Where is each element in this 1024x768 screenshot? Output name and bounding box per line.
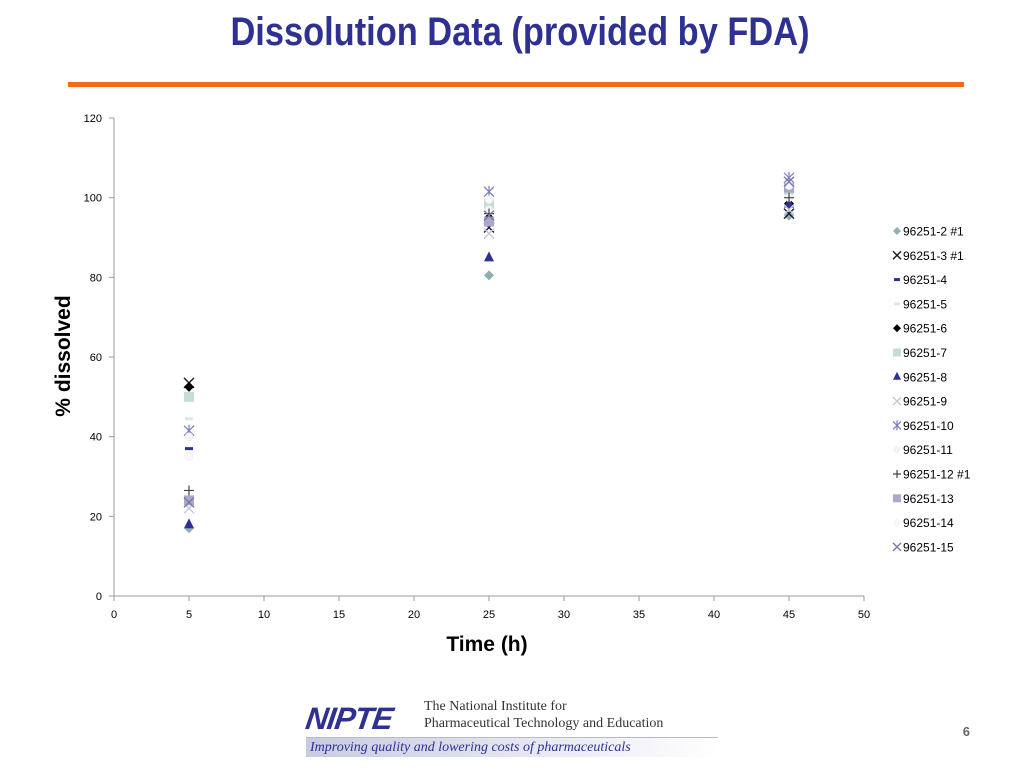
data-point-10	[184, 432, 194, 441]
legend-marker-8	[892, 396, 902, 406]
data-point-13	[484, 195, 494, 204]
logo-tagline: Improving quality and lowering costs of …	[306, 737, 718, 757]
x-tick-label: 50	[858, 609, 870, 621]
y-tick-label: 60	[90, 352, 102, 364]
y-tick-label: 0	[96, 591, 102, 603]
legend-marker-5	[893, 324, 901, 333]
data-point-12	[184, 495, 194, 506]
legend-label-9: 96251-10	[903, 419, 954, 433]
data-point-14	[183, 496, 195, 508]
legend-label-4: 96251-5	[903, 297, 947, 311]
x-tick-label: 20	[408, 609, 420, 621]
data-point-6	[184, 391, 194, 402]
legend-marker-6	[893, 348, 901, 357]
legend-label-14: 96251-15	[903, 540, 954, 554]
legend-marker-10	[893, 446, 901, 453]
x-tick-label: 5	[186, 609, 192, 621]
x-tick-label: 45	[783, 609, 795, 621]
data-point-5	[184, 381, 194, 392]
legend-marker-7	[893, 371, 901, 380]
legend-label-7: 96251-8	[903, 370, 947, 384]
data-point-13	[784, 181, 794, 190]
slide-title: Dissolution Data (provided by FDA)	[230, 10, 810, 54]
data-point-3	[185, 447, 193, 451]
legend-marker-11	[893, 470, 901, 478]
y-tick-label: 40	[90, 432, 102, 444]
x-tick-label: 40	[708, 609, 720, 621]
legend-label-6: 96251-7	[903, 346, 947, 360]
x-tick-label: 35	[633, 609, 645, 621]
y-tick-label: 120	[84, 113, 102, 125]
y-tick-label: 100	[84, 193, 102, 205]
legend-marker-12	[893, 494, 901, 503]
legend-label-5: 96251-6	[903, 322, 947, 336]
legend-label-13: 96251-14	[903, 516, 954, 530]
legend-label-8: 96251-9	[903, 395, 947, 409]
data-point-14	[483, 210, 495, 222]
logo-line-1: The National Institute for	[424, 699, 567, 714]
legend-marker-4	[894, 302, 900, 306]
x-tick-label: 25	[483, 609, 495, 621]
page-number: 6	[962, 724, 970, 739]
legend-label-10: 96251-11	[903, 443, 953, 457]
legend-marker-14	[892, 542, 902, 552]
legend-label-11: 96251-12 #1	[903, 468, 971, 482]
data-point-12	[484, 216, 494, 227]
logo-line-2: Pharmaceutical Technology and Education	[424, 716, 664, 731]
logo-mark: NIPTE	[303, 701, 395, 736]
x-tick-label: 15	[333, 609, 345, 621]
nipte-logo: NIPTE The National Institute for Pharmac…	[303, 697, 718, 759]
data-point-2	[783, 208, 795, 220]
data-point-13	[184, 452, 194, 461]
data-point-4	[185, 417, 193, 421]
data-point-11	[784, 192, 794, 203]
data-point-1	[484, 270, 494, 281]
legend-label-3: 96251-4	[903, 273, 947, 287]
data-point-8	[483, 228, 495, 240]
y-axis-title: % dissolved	[52, 295, 75, 416]
x-axis-title: Time (h)	[446, 633, 527, 656]
legend-label-12: 96251-13	[903, 492, 954, 506]
x-tick-label: 30	[558, 609, 570, 621]
data-point-7	[484, 251, 494, 262]
legend-marker-9	[892, 420, 902, 431]
legend-marker-2	[892, 250, 902, 260]
data-point-1	[784, 210, 794, 221]
data-point-7	[184, 518, 194, 529]
x-tick-label: 0	[111, 609, 117, 621]
data-point-11	[184, 485, 194, 496]
y-tick-label: 20	[90, 511, 102, 523]
legend-marker-1	[893, 227, 901, 235]
y-tick-label: 80	[90, 272, 102, 284]
data-point-14	[783, 176, 795, 188]
dissolution-chart: 0 20 40 60 80 100 120 0 5 10 15 20 25 30 35 40 45 50 Time …	[52, 113, 971, 656]
legend-marker-13	[893, 519, 901, 526]
x-tick-label: 10	[258, 609, 270, 621]
title-underline	[68, 82, 964, 87]
legend-marker-3	[894, 278, 900, 282]
data-point-8	[783, 204, 795, 216]
legend-label-1: 96251-2 #1	[903, 225, 964, 239]
legend-label-2: 96251-3 #1	[903, 249, 964, 263]
